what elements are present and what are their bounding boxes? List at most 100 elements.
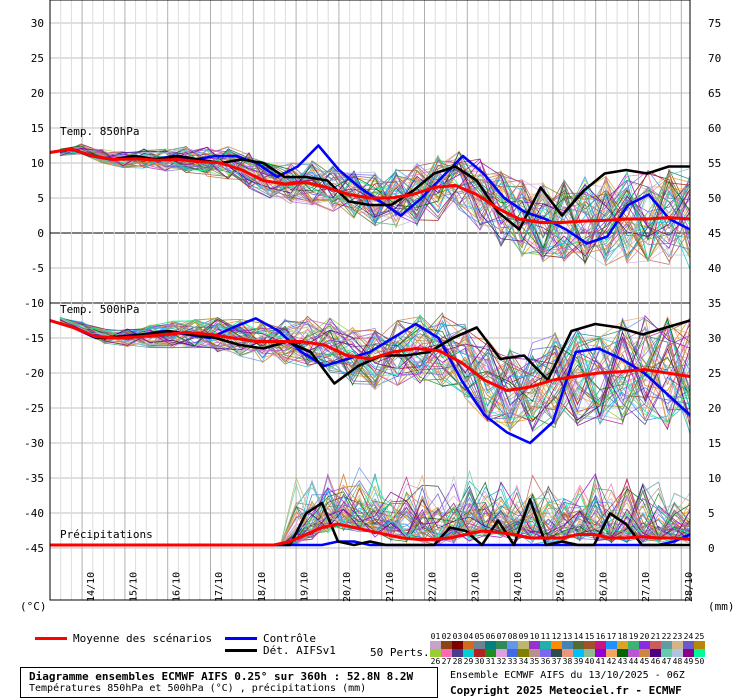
- member-t850-line: [59, 149, 691, 251]
- pert-number: 46: [650, 657, 661, 666]
- info-box: Diagramme ensembles ECMWF AIFS 0.25° sur…: [20, 667, 438, 698]
- pert-number: 17: [606, 632, 617, 641]
- right-tick-label: 60: [708, 122, 721, 135]
- pert-swatch: [430, 641, 441, 649]
- left-tick-label: -5: [31, 262, 44, 275]
- pert-number: 49: [683, 657, 694, 666]
- x-date-label: 22/10: [428, 572, 439, 602]
- pert-swatch: [661, 649, 672, 657]
- member-t500-line: [59, 317, 691, 424]
- pert-number: 26: [430, 657, 441, 666]
- pert-swatch: [595, 641, 606, 649]
- right-tick-label: 10: [708, 472, 721, 485]
- pert-swatch: [672, 641, 683, 649]
- pert-swatch: [474, 641, 485, 649]
- x-date-label: 28/10: [684, 572, 695, 602]
- left-tick-label: -30: [24, 437, 44, 450]
- pert-number: 32: [496, 657, 507, 666]
- pert-swatch: [584, 649, 595, 657]
- pert-number: 13: [562, 632, 573, 641]
- left-tick-label: 20: [31, 87, 44, 100]
- pert-swatch: [551, 649, 562, 657]
- pert-number: 09: [518, 632, 529, 641]
- pert-number: 22: [661, 632, 672, 641]
- pert-number: 02: [441, 632, 452, 641]
- run-info: Ensemble ECMWF AIFS du 13/10/2025 - 06Z …: [450, 668, 685, 698]
- left-tick-label: -35: [24, 472, 44, 485]
- diagram-subtitle: Températures 850hPa et 500hPa (°C) , pré…: [29, 683, 367, 694]
- pert-swatch: [562, 649, 573, 657]
- member-t850-line: [59, 147, 691, 267]
- x-date-label: 17/10: [214, 572, 225, 602]
- pert-swatch: [584, 641, 595, 649]
- left-axis-unit: (°C): [20, 600, 47, 613]
- x-date-label: 23/10: [470, 572, 481, 602]
- det-t500-line: [49, 319, 691, 385]
- pert-swatch: [628, 649, 639, 657]
- legend-control-swatch: [225, 637, 257, 640]
- pert-swatch: [474, 649, 485, 657]
- pert-number: 06: [485, 632, 496, 641]
- pert-swatch: [650, 649, 661, 657]
- pert-swatch: [485, 641, 496, 649]
- pert-number: 01: [430, 632, 441, 641]
- legend-det: Dét. AIFSv1: [225, 644, 336, 657]
- pert-swatch: [485, 649, 496, 657]
- pert-swatch: [617, 641, 628, 649]
- member-t500-line: [59, 315, 691, 410]
- pert-number: 30: [474, 657, 485, 666]
- pert-swatch: [496, 649, 507, 657]
- pert-number: 15: [584, 632, 595, 641]
- pert-number: 38: [562, 657, 573, 666]
- x-date-label: 21/10: [385, 572, 396, 602]
- x-date-label: 26/10: [598, 572, 609, 602]
- x-date-label: 24/10: [513, 572, 524, 602]
- pert-swatch: [430, 649, 441, 657]
- right-axis-unit: (mm): [708, 600, 735, 613]
- pert-swatch: [529, 641, 540, 649]
- main-series: [49, 144, 691, 547]
- pert-number: 05: [474, 632, 485, 641]
- left-tick-label: -25: [24, 402, 44, 415]
- member-t500-line: [59, 318, 691, 424]
- perts-swatches-top: [430, 641, 706, 649]
- member-t850-line: [59, 146, 691, 261]
- pert-swatch: [463, 649, 474, 657]
- pert-number: 16: [595, 632, 606, 641]
- left-tick-label: -45: [24, 542, 44, 555]
- pert-swatch: [573, 649, 584, 657]
- pert-number: 36: [540, 657, 551, 666]
- pert-number: 12: [551, 632, 562, 641]
- pert-number: 20: [639, 632, 650, 641]
- legend-mean-label: Moyenne des scénarios: [73, 632, 213, 645]
- member-t500-line: [59, 316, 691, 422]
- right-tick-label: 0: [708, 542, 715, 555]
- pert-number: 31: [485, 657, 496, 666]
- mean-t850-line: [49, 147, 691, 224]
- pert-swatch: [683, 641, 694, 649]
- member-t500-line: [59, 313, 691, 423]
- pert-number: 28: [452, 657, 463, 666]
- member-t500-line: [59, 320, 691, 421]
- left-tick-label: 15: [31, 122, 44, 135]
- right-tick-label: 15: [708, 437, 721, 450]
- left-tick-label: -15: [24, 332, 44, 345]
- pert-swatch: [441, 641, 452, 649]
- right-tick-label: 45: [708, 227, 721, 240]
- legend-perts-grid: 01 02 03 04 05 06 07 08 09 10 11 12 13 14 15 16 17 18 19 20…: [430, 632, 706, 666]
- plot-frame: [49, 0, 691, 601]
- run-label: Ensemble ECMWF AIFS du 13/10/2025 - 06Z: [450, 670, 685, 681]
- perts-swatches-bottom: [430, 649, 706, 657]
- legend: Moyenne des scénarios Contrôle Dét. AIFS…: [30, 632, 730, 666]
- pert-number: 45: [639, 657, 650, 666]
- pert-number: 43: [617, 657, 628, 666]
- pert-number: 42: [606, 657, 617, 666]
- pert-number: 10: [529, 632, 540, 641]
- pert-swatch: [606, 649, 617, 657]
- pert-swatch: [639, 649, 650, 657]
- mean-t500-line: [49, 319, 691, 392]
- pert-swatch: [463, 641, 474, 649]
- right-tick-label: 50: [708, 192, 721, 205]
- right-tick-label: 75: [708, 17, 721, 30]
